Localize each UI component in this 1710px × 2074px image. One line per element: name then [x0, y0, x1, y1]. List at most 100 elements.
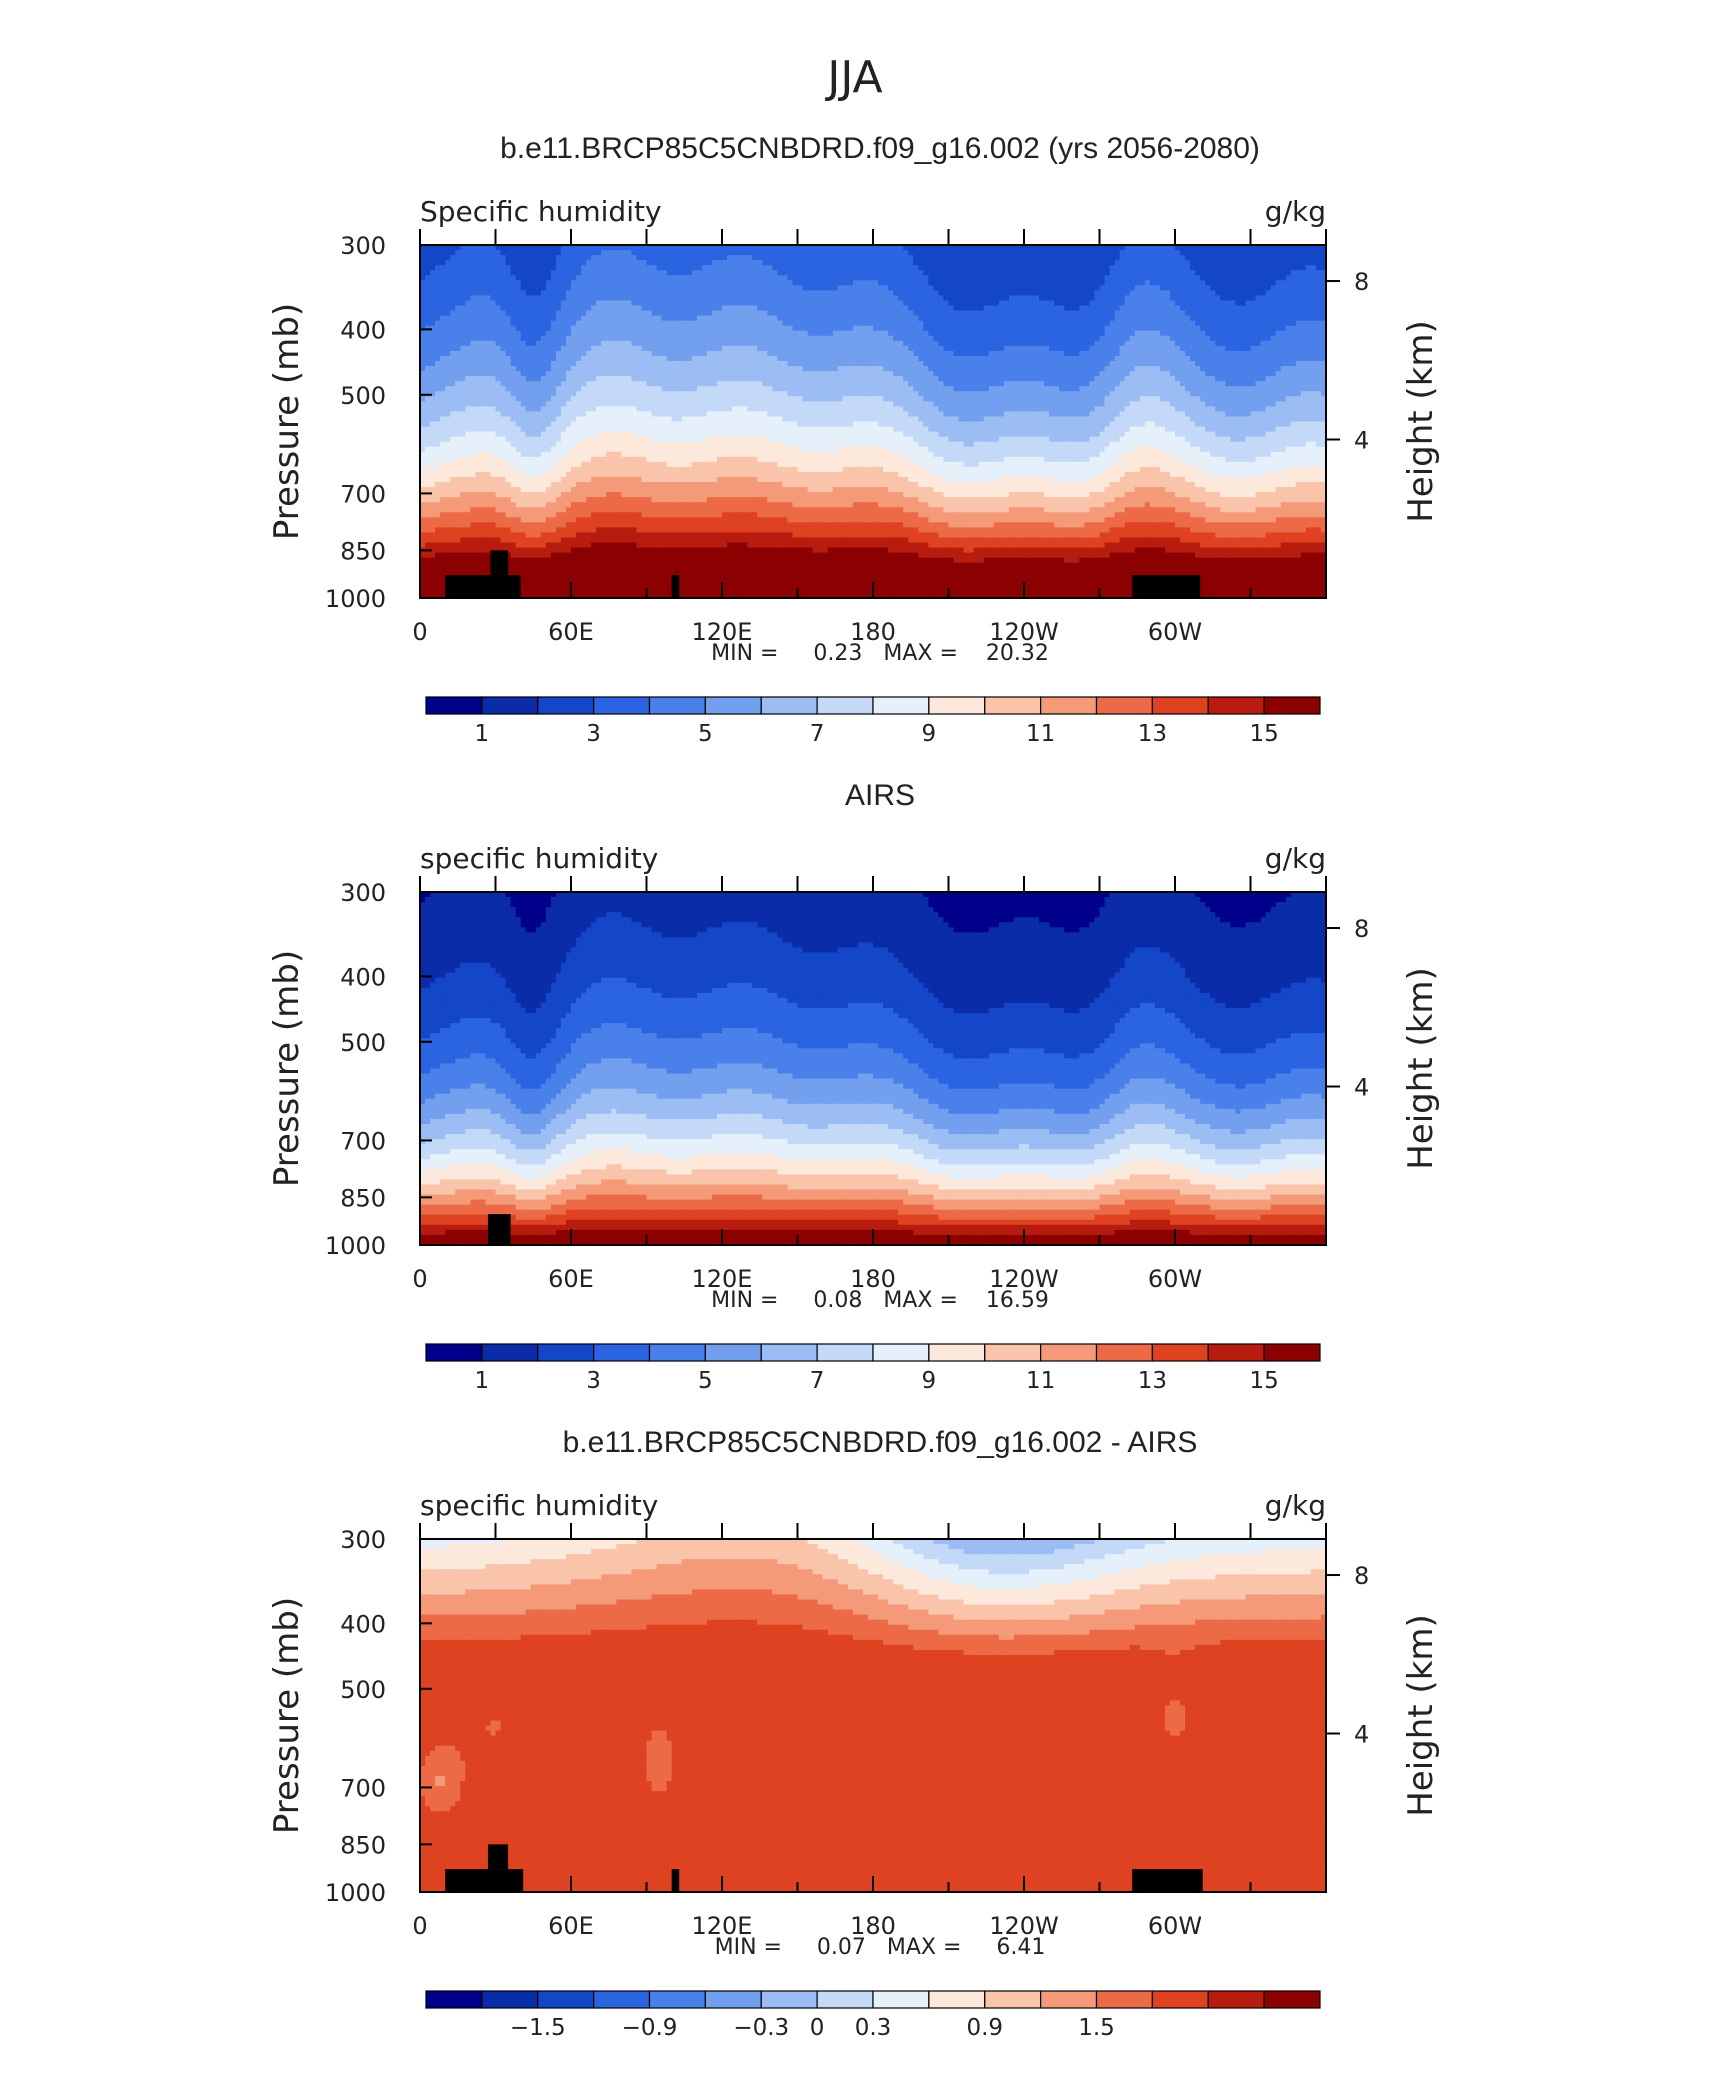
contour-cell: [506, 306, 512, 312]
contour-cell: [536, 250, 542, 256]
contour-cell: [1190, 250, 1196, 256]
contour-cell: [853, 351, 859, 357]
contour-cell: [435, 300, 441, 306]
contour-cell: [863, 356, 869, 362]
contour-cell: [1165, 371, 1171, 377]
contour-cell: [556, 316, 562, 322]
contour-cell: [1014, 275, 1020, 281]
contour-cell: [878, 265, 884, 271]
contour-cell: [1261, 326, 1267, 332]
contour-cell: [516, 326, 522, 332]
contour-cell: [1230, 321, 1236, 327]
contour-cell: [556, 300, 562, 306]
contour-cell: [893, 341, 899, 347]
contour-cell: [772, 311, 778, 317]
contour-cell: [974, 300, 980, 306]
contour-cell: [828, 321, 834, 327]
contour-cell: [1155, 275, 1161, 281]
contour-cell: [1140, 311, 1146, 317]
contour-cell: [1155, 316, 1161, 322]
contour-cell: [682, 255, 688, 261]
contour-cell: [949, 255, 955, 261]
contour-cell: [722, 316, 728, 322]
contour-cell: [1125, 361, 1131, 367]
contour-cell: [516, 295, 522, 301]
contour-cell: [858, 351, 864, 357]
contour-cell: [657, 255, 663, 261]
contour-cell: [636, 300, 642, 306]
contour-cell: [1140, 321, 1146, 327]
contour-cell: [1175, 316, 1181, 322]
contour-cell: [1175, 300, 1181, 306]
contour-cell: [641, 316, 647, 322]
contour-cell: [878, 351, 884, 357]
contour-cell: [1296, 351, 1302, 357]
contour-cell: [843, 356, 849, 362]
contour-cell: [979, 250, 985, 256]
contour-cell: [631, 326, 637, 332]
contour-cell: [1145, 351, 1151, 357]
contour-cell: [586, 341, 592, 347]
contour-cell: [1240, 366, 1246, 372]
contour-cell: [601, 280, 607, 286]
contour-cell: [626, 285, 632, 291]
contour-cell: [943, 311, 949, 317]
contour-cell: [440, 300, 446, 306]
contour-cell: [722, 285, 728, 291]
contour-cell: [1160, 270, 1166, 276]
contour-cell: [571, 250, 577, 256]
contour-cell: [667, 316, 673, 322]
contour-cell: [440, 250, 446, 256]
contour-cell: [1120, 295, 1126, 301]
contour-cell: [1145, 356, 1151, 362]
contour-cell: [898, 265, 904, 271]
contour-cell: [737, 260, 743, 266]
contour-cell: [1120, 290, 1126, 296]
contour-cell: [1049, 275, 1055, 281]
contour-cell: [430, 311, 436, 317]
contour-cell: [571, 280, 577, 286]
contour-cell: [440, 316, 446, 322]
contour-cell: [1105, 371, 1111, 377]
contour-cell: [496, 255, 502, 261]
contour-cell: [1256, 341, 1262, 347]
contour-cell: [1140, 290, 1146, 296]
contour-cell: [621, 275, 627, 281]
contour-cell: [964, 295, 970, 301]
contour-cell: [506, 336, 512, 342]
contour-cell: [1125, 280, 1131, 286]
contour-cell: [828, 280, 834, 286]
contour-cell: [435, 326, 441, 332]
contour-cell: [465, 255, 471, 261]
contour-cell: [606, 260, 612, 266]
contour-cell: [1311, 356, 1317, 362]
contour-cell: [616, 290, 622, 296]
contour-cell: [556, 341, 562, 347]
contour-cell: [475, 270, 481, 276]
contour-cell: [838, 290, 844, 296]
contour-cell: [556, 285, 562, 291]
contour-cell: [1150, 290, 1156, 296]
contour-cell: [1029, 326, 1035, 332]
contour-cell: [933, 346, 939, 352]
contour-cell: [964, 351, 970, 357]
contour-cell: [1064, 316, 1070, 322]
contour-cell: [1110, 250, 1116, 256]
contour-cell: [853, 346, 859, 352]
contour-cell: [1256, 361, 1262, 367]
contour-cell: [727, 316, 733, 322]
contour-cell: [918, 366, 924, 372]
contour-cell: [969, 270, 975, 276]
contour-cell: [979, 316, 985, 322]
contour-cell: [1155, 321, 1161, 327]
contour-cell: [1286, 255, 1292, 261]
contour-cell: [893, 366, 899, 372]
contour-cell: [747, 316, 753, 322]
contour-cell: [455, 331, 461, 337]
contour-cell: [1150, 265, 1156, 271]
contour-cell: [662, 371, 668, 377]
contour-cell: [440, 306, 446, 312]
contour-cell: [551, 331, 557, 337]
contour-cell: [1049, 290, 1055, 296]
contour-cell: [974, 366, 980, 372]
